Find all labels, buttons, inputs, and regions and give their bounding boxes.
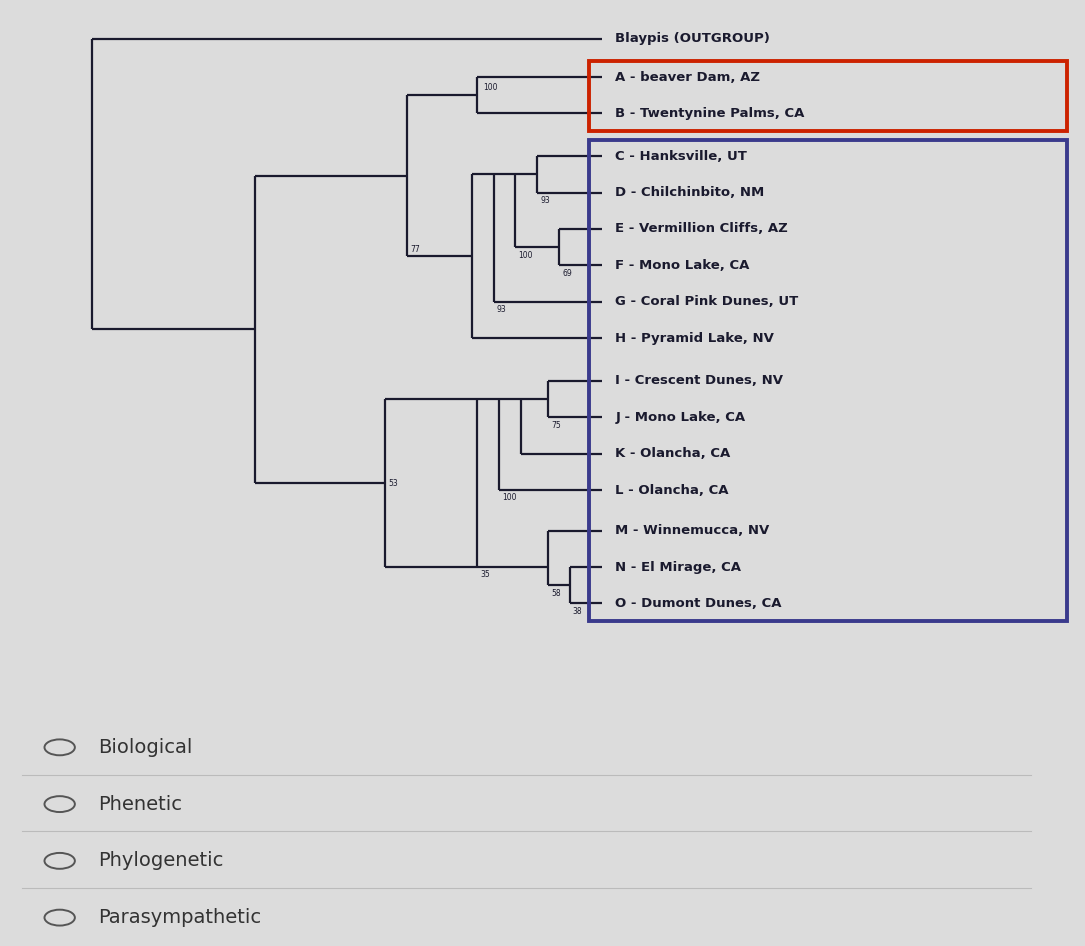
- Text: Phylogenetic: Phylogenetic: [98, 851, 224, 870]
- Text: 100: 100: [502, 494, 516, 502]
- Text: 100: 100: [483, 83, 497, 92]
- Text: 53: 53: [388, 479, 398, 487]
- Text: K - Olancha, CA: K - Olancha, CA: [615, 447, 730, 460]
- Text: C - Hanksville, UT: C - Hanksville, UT: [615, 149, 748, 163]
- Text: G - Coral Pink Dunes, UT: G - Coral Pink Dunes, UT: [615, 295, 799, 308]
- Text: L - Olancha, CA: L - Olancha, CA: [615, 483, 729, 497]
- Bar: [589, 61, 1067, 131]
- Text: 35: 35: [481, 570, 490, 580]
- Text: A - beaver Dam, AZ: A - beaver Dam, AZ: [615, 71, 761, 83]
- Text: Biological: Biological: [98, 738, 192, 757]
- Text: 100: 100: [519, 251, 533, 259]
- Text: I - Crescent Dunes, NV: I - Crescent Dunes, NV: [615, 375, 783, 387]
- Text: M - Winnemucca, NV: M - Winnemucca, NV: [615, 524, 769, 537]
- Text: 75: 75: [551, 421, 561, 429]
- Text: 38: 38: [573, 606, 583, 616]
- Bar: [589, 140, 1067, 622]
- Text: E - Vermillion Cliffs, AZ: E - Vermillion Cliffs, AZ: [615, 222, 788, 236]
- Text: F - Mono Lake, CA: F - Mono Lake, CA: [615, 259, 750, 272]
- Text: 69: 69: [562, 269, 572, 278]
- Text: Parasympathetic: Parasympathetic: [98, 908, 260, 927]
- Text: O - Dumont Dunes, CA: O - Dumont Dunes, CA: [615, 597, 781, 610]
- Text: D - Chilchinbito, NM: D - Chilchinbito, NM: [615, 186, 765, 199]
- Text: Phenetic: Phenetic: [98, 795, 181, 814]
- Text: 77: 77: [410, 245, 420, 254]
- Text: 93: 93: [540, 196, 550, 205]
- Text: N - El Mirage, CA: N - El Mirage, CA: [615, 561, 741, 573]
- Text: H - Pyramid Lake, NV: H - Pyramid Lake, NV: [615, 332, 774, 344]
- Text: J - Mono Lake, CA: J - Mono Lake, CA: [615, 411, 745, 424]
- Text: Blaypis (OUTGROUP): Blaypis (OUTGROUP): [615, 32, 770, 45]
- Text: B - Twentynine Palms, CA: B - Twentynine Palms, CA: [615, 107, 805, 120]
- Text: 93: 93: [497, 306, 507, 314]
- Text: 58: 58: [551, 588, 561, 598]
